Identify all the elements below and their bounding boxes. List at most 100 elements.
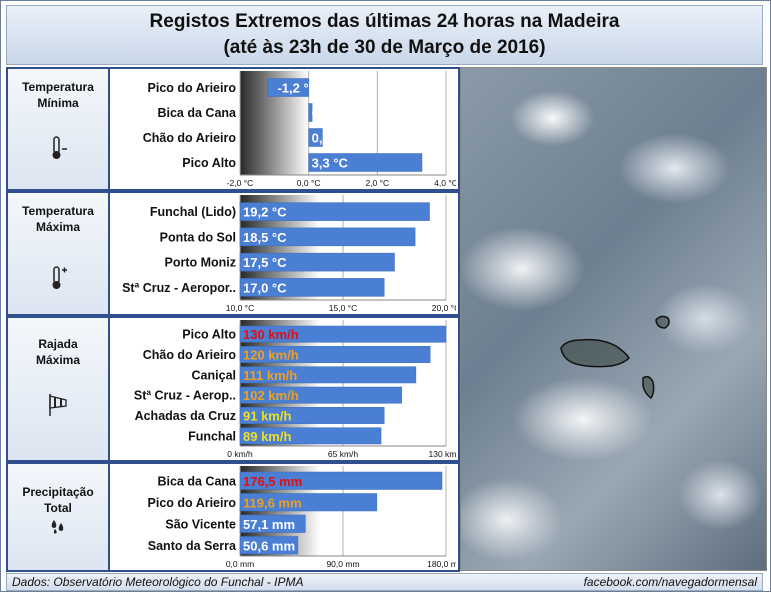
tick-label: 20,0 °C (432, 303, 456, 313)
panel-label-line1: Precipitação (22, 485, 94, 499)
category-label: Bica da Cana (157, 106, 237, 120)
value-label: 89 km/h (243, 429, 291, 444)
chart-precipitacao-total: 0,0 mm 90,0 mm 180,0 mm Bica da Cana 176,5 m… (148, 466, 465, 569)
tick-label: -2,0 °C (227, 178, 254, 188)
page-title: Registos Extremos das últimas 24 horas n… (149, 11, 620, 32)
tick-label: 130 km/h (429, 449, 456, 459)
plot-area: 10,0 °C 15,0 °C 20,0 °C Funchal (Lido) 19,2 … (110, 193, 460, 314)
value-label: 176,5 mm (243, 474, 302, 489)
panel-label: Temperatura Máxima (8, 193, 110, 314)
category-label: Chão do Arieiro (143, 348, 237, 362)
footer: Dados: Observatório Meteorológico do Fun… (6, 573, 763, 591)
value-label: 102 km/h (243, 388, 299, 403)
value-label: 18,5 °C (243, 230, 287, 245)
panel-label-line1: Rajada (38, 337, 78, 351)
tick-label: 10,0 °C (226, 303, 254, 313)
value-label: -1,2 °C (277, 81, 318, 96)
bar (239, 427, 382, 445)
value-label: 119,6 mm (243, 495, 302, 510)
panel-label-line2: Máxima (35, 220, 81, 234)
thermometer-minus-icon (8, 135, 108, 166)
panel-label-line1: Temperatura (22, 80, 94, 94)
bar (239, 386, 402, 404)
category-label: Porto Moniz (164, 256, 236, 270)
value-label: 91 km/h (243, 409, 291, 424)
panel-temperatura-minima: Temperatura Mínima -2,0 °C 0,0 °C 2,0 °C 4,0… (6, 67, 460, 191)
panel-label: Rajada Máxima (8, 318, 110, 460)
bar (239, 227, 416, 247)
tick-label: 4,0 °C (434, 178, 456, 188)
category-label: Achadas da Cruz (135, 409, 236, 423)
tick-label: 180,0 mm (427, 559, 456, 569)
windsock-icon (8, 392, 108, 423)
category-label: Caniçal (192, 368, 236, 382)
bar (239, 471, 443, 490)
category-label: Stª Cruz - Aerop.. (134, 389, 236, 403)
raindrops-icon (8, 518, 108, 539)
panel-label-line2: Total (44, 501, 72, 515)
category-label: Pico do Arieiro (148, 81, 237, 95)
category-label: Pico Alto (182, 328, 236, 342)
bar (239, 536, 299, 555)
panel-label: Temperatura Mínima (8, 69, 110, 189)
bar (239, 252, 395, 272)
bar (239, 366, 417, 384)
bar (239, 202, 430, 221)
panel-temperatura-maxima: Temperatura Máxima 10,0 °C 15,0 °C 20,0 °C F… (6, 191, 460, 316)
title-box: Registos Extremos das últimas 24 horas n… (6, 5, 763, 65)
category-label: Bica da Cana (157, 474, 237, 488)
plot-area: -2,0 °C 0,0 °C 2,0 °C 4,0 °C Pico do Arieiro… (110, 69, 458, 189)
chart-temperatura-minima: -2,0 °C 0,0 °C 2,0 °C 4,0 °C Pico do Arieiro… (143, 71, 458, 188)
tick-label: 0 km/h (227, 449, 253, 459)
tick-label: 65 km/h (328, 449, 359, 459)
value-label: 57,1 mm (243, 517, 295, 532)
value-label: 130 km/h (243, 327, 299, 342)
credit-link[interactable]: facebook.com/navegadormensal (583, 575, 757, 589)
value-label: 3,3 °C (312, 156, 349, 171)
category-label: Pico do Arieiro (148, 496, 237, 510)
bar (308, 103, 313, 122)
tick-label: 90,0 mm (326, 559, 359, 569)
bar (239, 346, 431, 363)
bar (239, 407, 385, 424)
category-label: Pico Alto (182, 156, 236, 170)
tick-label: 0,0 mm (226, 559, 254, 569)
tick-label: 0,0 °C (297, 178, 321, 188)
plot-area: 0 km/h 65 km/h 130 km/h Pico Alto 130 km/h Ch… (110, 318, 464, 460)
panel-rajada-maxima: Rajada Máxima 0 km/h 65 km/h 130 km/h Pico A… (6, 316, 464, 462)
bar (239, 278, 385, 297)
bar (239, 325, 447, 343)
bar (239, 493, 378, 512)
panel-label: Precipitação Total (8, 464, 110, 570)
tick-label: 2,0 °C (365, 178, 389, 188)
panel-label-line1: Temperatura (22, 204, 94, 218)
chart-rajada-maxima: 0 km/h 65 km/h 130 km/h Pico Alto 130 km/h Ch… (134, 320, 464, 459)
page-subtitle: (até às 23h de 30 de Março de 2016) (223, 37, 546, 58)
plot-area: 0,0 mm 90,0 mm 180,0 mm Bica da Cana 176,5 m… (110, 464, 465, 570)
madeira-island-outline (560, 315, 670, 400)
bar (267, 78, 309, 97)
value-label: 120 km/h (243, 348, 299, 363)
chart-temperatura-maxima: 10,0 °C 15,0 °C 20,0 °C Funchal (Lido) 19,2 … (122, 195, 460, 313)
category-label: Santo da Serra (148, 539, 237, 553)
value-label: 17,5 °C (243, 255, 287, 270)
category-label: Chão do Arieiro (143, 131, 237, 145)
satellite-image (460, 67, 767, 571)
value-label: 50,6 mm (243, 538, 295, 553)
thermometer-plus-icon (8, 265, 108, 296)
value-label: 17,0 °C (243, 280, 287, 295)
category-label: Funchal (188, 429, 236, 443)
data-source: Dados: Observatório Meteorológico do Fun… (12, 575, 304, 589)
category-label: Ponta do Sol (160, 230, 236, 244)
bar (308, 153, 423, 172)
category-label: Funchal (Lido) (150, 205, 236, 219)
panel-label-line2: Mínima (37, 96, 79, 110)
bar (239, 514, 306, 533)
bar (308, 128, 323, 147)
panel-precipitacao-total: Precipitação Total 0,0 mm 90,0 mm 180,0 mm B… (6, 462, 465, 572)
value-label: 0,1 °C (312, 106, 349, 121)
value-label: 111 km/h (243, 368, 297, 383)
tick-label: 15,0 °C (329, 303, 357, 313)
value-label: 0,4 °C (312, 131, 349, 146)
category-label: São Vicente (165, 517, 236, 531)
